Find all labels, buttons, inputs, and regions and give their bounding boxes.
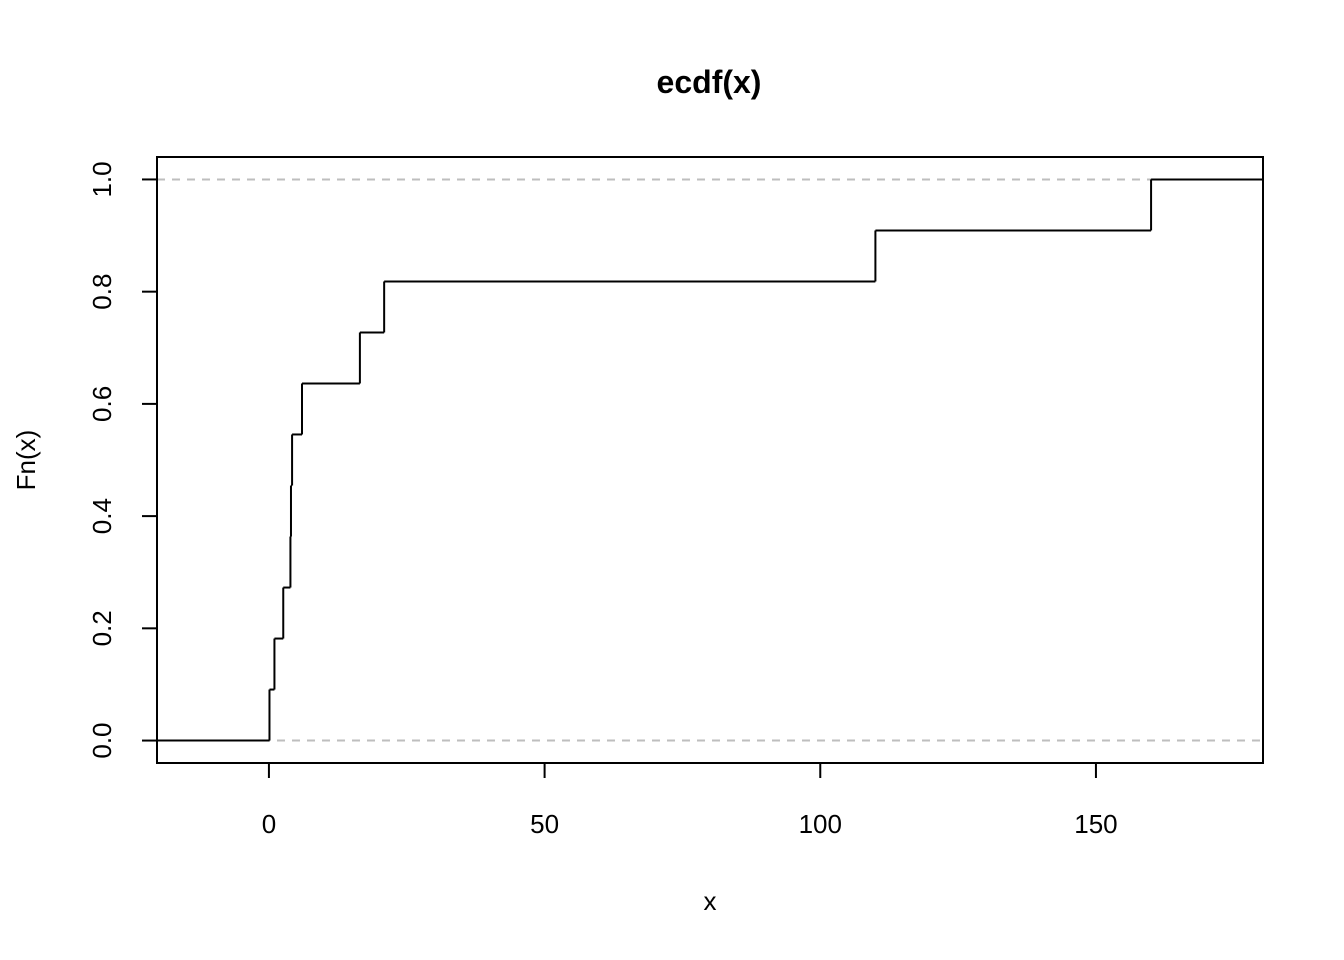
x-tick-label: 100 bbox=[799, 809, 842, 839]
ecdf-steps bbox=[157, 178, 1263, 742]
y-axis: 0.0 0.2 0.4 0.6 0.8 1.0 bbox=[87, 161, 158, 759]
x-axis-label: x bbox=[704, 886, 717, 916]
y-tick-label: 0.0 bbox=[87, 722, 117, 758]
y-tick-label: 0.8 bbox=[87, 274, 117, 310]
x-tick-label: 0 bbox=[262, 809, 276, 839]
x-axis: 0 50 100 150 bbox=[262, 762, 1118, 839]
y-tick-label: 0.6 bbox=[87, 386, 117, 422]
y-tick-label: 1.0 bbox=[87, 161, 117, 197]
y-tick-label: 0.2 bbox=[87, 610, 117, 646]
plot-frame bbox=[156, 156, 1264, 764]
x-tick-label: 150 bbox=[1074, 809, 1117, 839]
y-axis-label: Fn(x) bbox=[11, 430, 41, 491]
reference-lines bbox=[157, 178, 1263, 742]
y-tick-label: 0.4 bbox=[87, 498, 117, 534]
x-tick-label: 50 bbox=[530, 809, 559, 839]
chart-title: ecdf(x) bbox=[657, 64, 762, 100]
